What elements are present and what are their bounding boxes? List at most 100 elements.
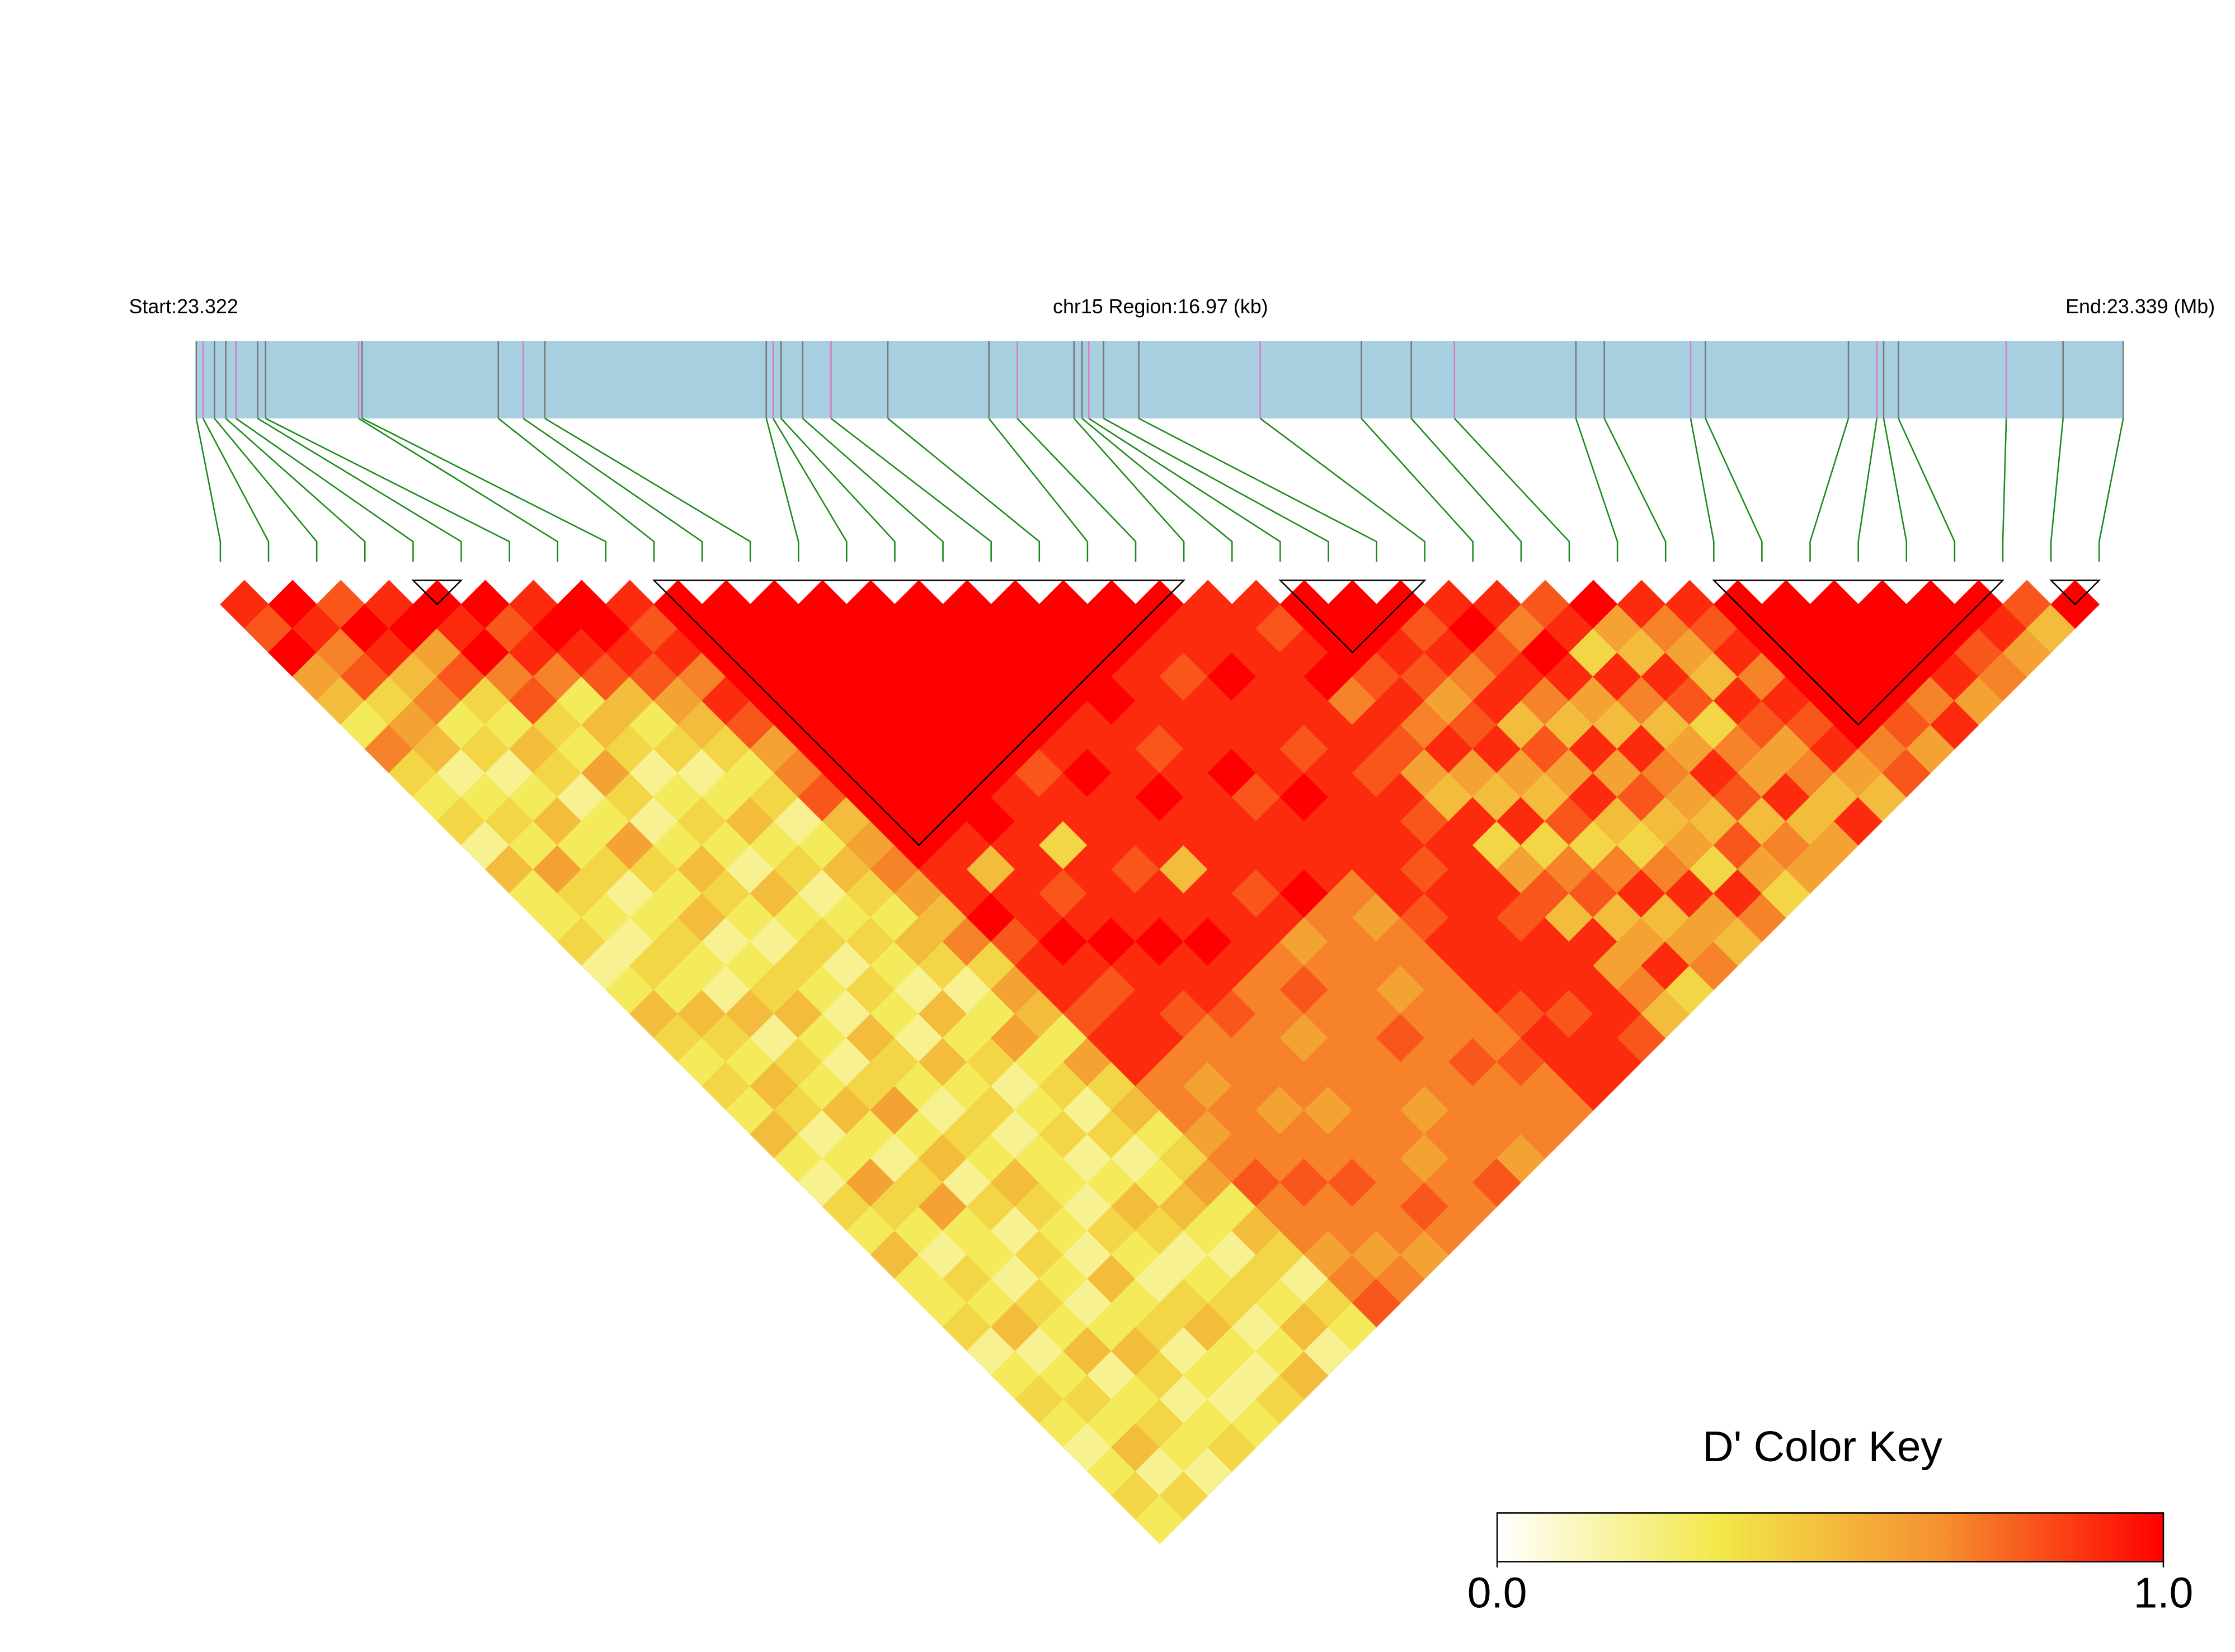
ld-block <box>1278 580 1427 654</box>
ld-cell <box>653 772 703 822</box>
snp-connector <box>225 417 366 562</box>
ld-cell <box>822 652 872 702</box>
ld-cell <box>822 845 872 894</box>
ld-cell <box>1617 1013 1666 1063</box>
ld-cell <box>894 676 944 726</box>
ld-cell <box>1087 772 1136 822</box>
ld-cell <box>557 676 606 726</box>
snp-connector <box>780 418 896 562</box>
ld-cell <box>677 1037 727 1087</box>
snp-connector <box>1081 417 1233 562</box>
ld-cell <box>1063 941 1112 991</box>
snp-connector <box>358 417 558 562</box>
ld-cell <box>1328 676 1377 726</box>
ld-cell <box>1521 772 1570 822</box>
ld-cell <box>1207 941 1257 991</box>
ld-cell <box>894 1109 944 1159</box>
ld-cell <box>1400 941 1450 991</box>
ld-cell <box>1014 604 1064 653</box>
snp-connector <box>1138 417 1377 562</box>
ld-cell <box>990 1013 1040 1063</box>
ld-cell <box>990 869 1040 918</box>
snp-connector <box>2050 418 2064 562</box>
ld-cell <box>1087 676 1136 726</box>
ld-cell <box>1424 1013 1474 1063</box>
snp-connector <box>1361 418 1474 562</box>
ld-cell <box>1545 941 1594 991</box>
ld-cell <box>894 869 944 918</box>
ld-cell <box>750 1013 799 1063</box>
ld-cell <box>1063 1423 1112 1472</box>
ld-cell <box>292 652 341 702</box>
ld-cell <box>1063 1375 1112 1424</box>
ld-cell <box>750 772 799 822</box>
ld-cell <box>1279 869 1329 918</box>
ld-cell <box>1472 1109 1522 1159</box>
ld-cell <box>292 604 341 653</box>
ld-cell <box>846 1013 896 1063</box>
ld-cell <box>1521 1013 1570 1063</box>
ld-cell <box>1448 1037 1498 1087</box>
legend-title: D' Color Key <box>1702 1423 1942 1471</box>
ld-cell <box>1593 845 1642 894</box>
ld-cell <box>1665 869 1715 918</box>
ld-cell <box>1063 845 1112 894</box>
ld-cell <box>846 676 896 726</box>
ld-cell <box>846 628 896 677</box>
ld-cell <box>1641 845 1691 894</box>
ld-cell <box>1593 1037 1642 1087</box>
ld-cell <box>1617 869 1666 918</box>
ld-cell <box>605 869 655 918</box>
ld-cell <box>1713 772 1763 822</box>
ld-cell <box>726 604 775 653</box>
ld-cell <box>557 772 606 822</box>
ld-cell <box>1255 652 1305 702</box>
snp-connector <box>214 418 318 562</box>
snp-connector <box>257 417 462 562</box>
snp-connector <box>2002 418 2007 562</box>
ld-cell <box>1472 869 1522 918</box>
ld-cell <box>557 628 606 677</box>
ld-block <box>1712 580 2005 726</box>
ld-cell <box>1255 604 1305 653</box>
ld-cell <box>1569 1013 1618 1063</box>
ld-block <box>411 580 463 606</box>
ld-cell <box>1545 1085 1594 1135</box>
ld-cell <box>677 941 727 991</box>
ld-cell <box>1785 845 1835 894</box>
ld-cell <box>894 1013 944 1063</box>
ld-cell <box>1255 941 1305 991</box>
ld-cell <box>990 628 1040 677</box>
ld-cell <box>1665 772 1715 822</box>
snp-connector <box>1410 418 1522 562</box>
ld-cell <box>1497 1037 1546 1087</box>
ld-cell <box>822 941 872 991</box>
ld-cell <box>726 1037 775 1087</box>
ld-cell <box>990 772 1040 822</box>
ld-cell <box>653 1013 703 1063</box>
ld-cell <box>750 1109 799 1159</box>
ld-cell <box>509 772 558 822</box>
ld-cell <box>1087 1109 1136 1159</box>
ld-cell <box>1063 1037 1112 1087</box>
ld-cell <box>1255 845 1305 894</box>
ld-cell <box>509 869 558 918</box>
snp-connector <box>1453 418 1570 562</box>
ld-cell <box>1857 772 1907 822</box>
ld-cell <box>1424 772 1474 822</box>
end-label: End:23.339 (Mb) <box>2065 295 2215 318</box>
ld-cell <box>1545 1037 1594 1087</box>
ld-cell <box>1521 1109 1570 1159</box>
ld-cell <box>653 869 703 918</box>
snp-connector <box>772 418 848 562</box>
ld-cell <box>1087 869 1136 918</box>
start-label: Start:23.322 <box>129 295 238 318</box>
ld-cell <box>1424 1109 1474 1159</box>
snp-connector <box>497 417 655 562</box>
chart-title: chr15 Region:16.97 (kb) <box>1053 295 1268 318</box>
snp-connector <box>195 418 222 562</box>
snp-connector <box>1259 417 1425 562</box>
ld-cell <box>1014 1375 1064 1424</box>
ld-cell <box>1713 869 1763 918</box>
